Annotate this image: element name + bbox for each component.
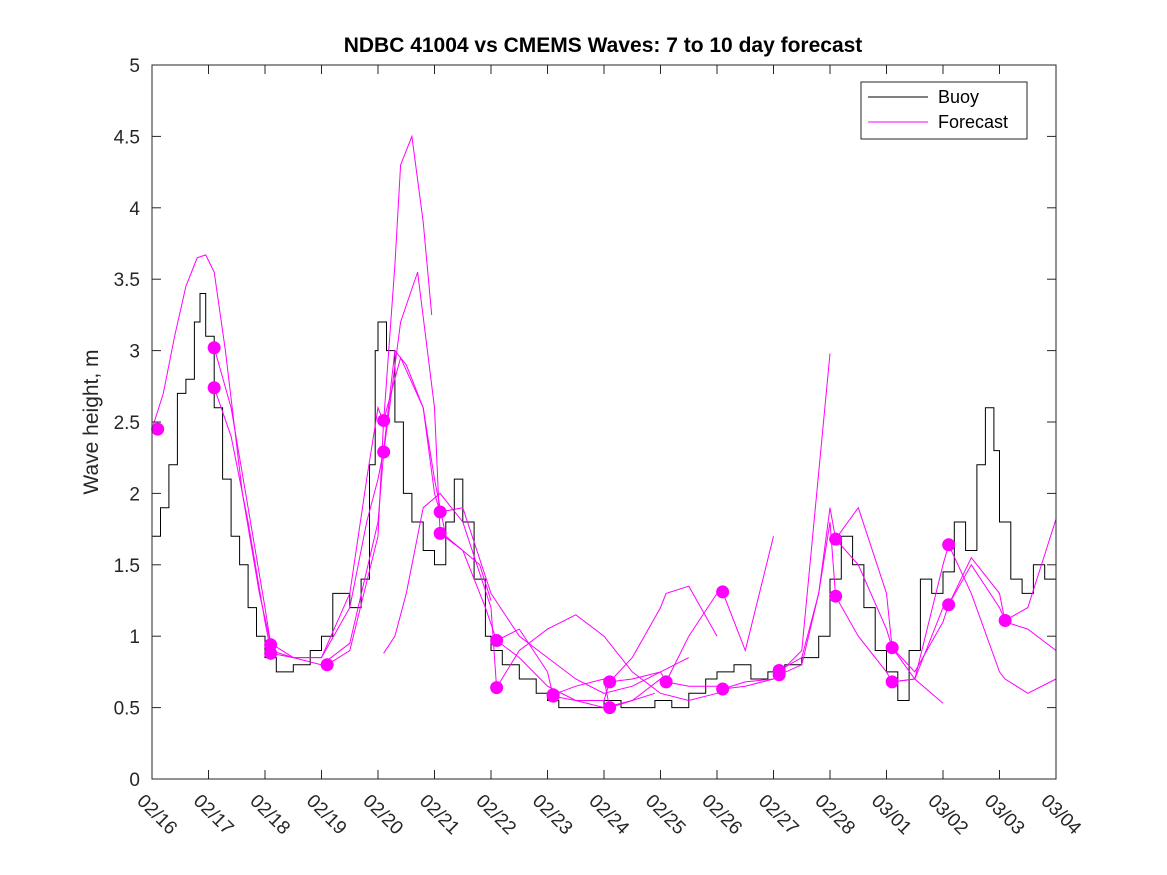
x-tick-label: 02/23 bbox=[528, 791, 576, 839]
forecast-marker bbox=[207, 381, 221, 395]
chart-title: NDBC 41004 vs CMEMS Waves: 7 to 10 day f… bbox=[344, 34, 863, 57]
x-tick-label: 03/02 bbox=[923, 791, 971, 839]
forecast-marker bbox=[942, 598, 956, 612]
legend-forecast-label: Forecast bbox=[938, 112, 1008, 132]
x-tick-label: 02/26 bbox=[697, 791, 745, 839]
y-tick-label: 1 bbox=[129, 627, 140, 648]
forecast-marker bbox=[885, 641, 899, 655]
y-tick-label: 3.5 bbox=[114, 270, 140, 291]
forecast-marker bbox=[998, 613, 1012, 627]
x-tick-label: 02/28 bbox=[810, 791, 858, 839]
forecast-marker bbox=[264, 646, 278, 660]
forecast-marker bbox=[716, 682, 730, 696]
y-axis-label: Wave height, m bbox=[80, 349, 103, 494]
legend-buoy-label: Buoy bbox=[938, 87, 979, 107]
forecast-marker bbox=[151, 422, 165, 436]
buoy-series-line bbox=[152, 293, 1057, 709]
forecast-series-line-6 bbox=[383, 492, 729, 702]
x-tick-label: 03/04 bbox=[1036, 791, 1085, 840]
y-tick-label: 3 bbox=[129, 342, 140, 363]
y-tick-label: 2 bbox=[129, 484, 140, 505]
forecast-marker bbox=[772, 668, 786, 682]
forecast-series-line-13 bbox=[892, 556, 1057, 683]
y-tick-label: 0 bbox=[129, 770, 140, 791]
y-tick-label: 1.5 bbox=[114, 556, 140, 577]
x-tick-label: 03/01 bbox=[867, 791, 915, 839]
x-tick-label: 02/27 bbox=[754, 791, 802, 839]
x-tick-label: 02/17 bbox=[189, 791, 237, 839]
y-tick-label: 5 bbox=[129, 56, 140, 77]
x-tick-label: 02/24 bbox=[584, 791, 633, 840]
x-tick-label: 02/18 bbox=[245, 791, 293, 839]
legend: Buoy Forecast bbox=[860, 81, 1028, 140]
forecast-marker bbox=[829, 532, 843, 546]
marker-layer bbox=[151, 341, 1012, 715]
forecast-series-line-5 bbox=[326, 356, 690, 694]
forecast-marker bbox=[829, 589, 843, 603]
forecast-marker bbox=[433, 505, 447, 519]
forecast-marker bbox=[942, 538, 956, 552]
x-tick-label: 02/22 bbox=[471, 791, 519, 839]
forecast-series-line-1 bbox=[151, 254, 272, 644]
y-tick-label: 2.5 bbox=[114, 413, 140, 434]
forecast-marker bbox=[490, 633, 504, 647]
forecast-marker bbox=[377, 445, 391, 459]
forecast-marker bbox=[546, 689, 560, 703]
legend-box bbox=[860, 81, 1028, 140]
forecast-marker bbox=[490, 681, 504, 695]
forecast-marker bbox=[433, 526, 447, 540]
forecast-marker bbox=[377, 414, 391, 428]
forecast-marker bbox=[716, 585, 730, 599]
x-tick-label: 02/20 bbox=[358, 791, 406, 839]
forecast-marker bbox=[603, 701, 617, 715]
y-tick-label: 0.5 bbox=[114, 699, 140, 720]
forecast-marker bbox=[207, 341, 221, 355]
forecast-marker bbox=[320, 658, 334, 672]
forecast-series-line-2 bbox=[213, 134, 433, 659]
x-tick-label: 03/03 bbox=[980, 791, 1028, 839]
forecast-marker bbox=[659, 675, 673, 689]
x-tick-label: 02/16 bbox=[132, 791, 180, 839]
x-tick-label: 02/21 bbox=[415, 791, 463, 839]
x-tick-label: 02/25 bbox=[641, 791, 689, 839]
y-tick-label: 4.5 bbox=[114, 127, 140, 148]
x-tick-label: 02/19 bbox=[302, 791, 350, 839]
forecast-marker bbox=[603, 675, 617, 689]
y-tick-label: 4 bbox=[129, 199, 140, 220]
forecast-marker bbox=[885, 675, 899, 689]
